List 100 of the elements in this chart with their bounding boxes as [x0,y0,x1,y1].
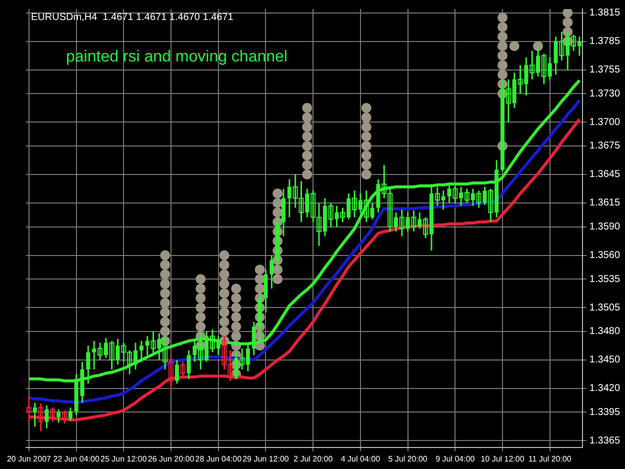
point [302,122,312,132]
point [498,60,508,70]
x-tick-label: 22 Jun 04:00 [53,454,100,464]
point [219,260,230,270]
point [272,198,283,208]
point [231,322,242,332]
candlestick [186,350,191,380]
y-tick-label: 1.3755 [589,64,620,76]
point [302,112,312,122]
point [160,269,170,280]
y-tick-label: 1.3590 [589,222,620,233]
point [219,288,230,298]
point [498,41,508,52]
point [219,298,230,308]
y-tick-label: 1.3505 [589,302,620,314]
y-tick-label: 1.3675 [589,140,620,152]
point [302,150,312,160]
y-tick-label: 1.3560 [589,250,620,262]
point [498,70,508,80]
point [231,293,242,304]
x-tick-label: 20 Jun 2007 [6,454,52,464]
point [302,131,312,142]
y-tick-label: 1.3450 [589,354,620,366]
point [196,284,206,294]
point [272,208,283,218]
point [361,150,372,160]
point [302,169,312,180]
y-tick-label: 1.3700 [589,116,620,128]
candlestick [44,404,49,430]
x-tick-label: 9 Jul 04:00 [436,454,476,464]
point [160,326,170,336]
point [231,312,242,322]
x-tick-label: 26 Jun 20:00 [148,454,195,464]
point [160,260,170,270]
candlestick [174,359,179,384]
point [302,160,312,170]
x-tick-label: 4 Jul 04:00 [340,454,381,464]
candlestick [68,406,72,422]
x-tick-label: 5 Jul 20:00 [388,454,428,464]
point [219,307,230,318]
candlestick [32,402,37,428]
candlestick [270,254,274,290]
point [196,293,206,304]
candlestick [139,340,144,363]
point [361,131,372,142]
point [196,302,206,313]
y-tick-label: 1.3785 [589,36,620,48]
y-tick-label: 1.3535 [589,274,620,285]
point [498,32,508,42]
y-tick-label: 1.3365 [589,435,620,446]
point [219,250,230,260]
x-tick-label: 28 Jun 04:00 [195,454,242,464]
point [231,284,242,294]
point [272,274,283,284]
point [361,140,372,151]
x-tick-label: 11 Jul 20:00 [528,454,572,464]
x-tick-label: 25 Jun 12:00 [100,454,148,464]
y-tick-label: 1.3395 [589,406,620,418]
point [498,12,508,23]
point [196,312,206,322]
point [196,274,206,284]
point [498,50,508,61]
candlestick [56,408,61,424]
point [160,288,170,298]
x-tick-label: 10 Jul 12:00 [480,454,525,464]
point [361,160,372,170]
candlestick [281,188,286,238]
text: painted rsi and moving channel [66,48,288,66]
point [302,140,312,151]
point [254,284,265,294]
point [160,278,170,289]
point [361,122,372,132]
point [219,269,230,280]
point [272,188,283,198]
point [160,316,170,327]
y-tick-label: 1.3730 [589,88,620,100]
point [219,326,230,336]
point [562,9,573,18]
candlestick [180,361,186,378]
point [231,331,242,342]
point [302,102,312,113]
x-tick-label: 29 Jun 12:00 [242,454,290,464]
point [160,250,170,260]
point [219,316,230,327]
point [219,278,230,289]
candlestick [252,321,256,356]
point [361,112,372,122]
y-tick-label: 1.3420 [589,383,620,394]
point [254,274,265,284]
y-tick-label: 1.3815 [589,8,620,19]
y-tick-label: 1.3645 [589,169,620,180]
point [562,17,573,28]
point [231,302,242,313]
point [361,102,372,113]
point [196,322,206,332]
point [361,169,372,180]
y-tick-label: 1.3480 [589,326,620,338]
point [498,22,508,32]
candlestick [168,354,174,390]
candlestick [264,268,268,314]
